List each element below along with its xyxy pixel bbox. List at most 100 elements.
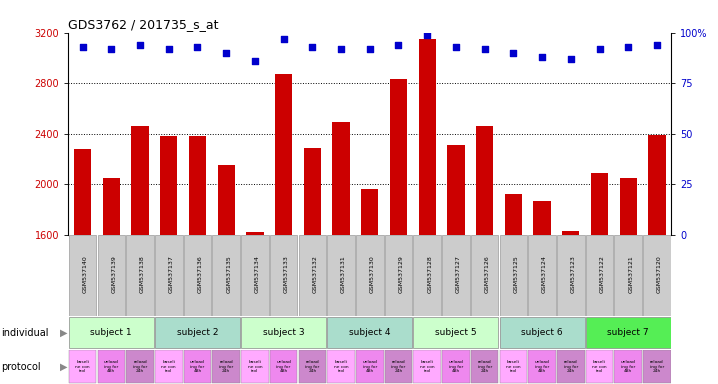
Bar — [126, 235, 154, 316]
Bar — [241, 235, 269, 316]
Bar — [500, 235, 527, 316]
Bar — [189, 136, 206, 235]
Bar — [69, 235, 96, 316]
Text: unload
ing for
48h: unload ing for 48h — [535, 360, 549, 373]
Text: individual: individual — [1, 328, 48, 338]
Bar — [69, 317, 154, 348]
Text: GSM537135: GSM537135 — [226, 255, 231, 293]
Text: reload
ing for
24h: reload ing for 24h — [133, 360, 147, 373]
Text: GSM537128: GSM537128 — [427, 255, 432, 293]
Bar — [241, 350, 269, 383]
Bar — [246, 232, 264, 235]
Bar — [184, 350, 211, 383]
Text: GSM537137: GSM537137 — [169, 255, 174, 293]
Bar — [74, 149, 91, 235]
Bar — [500, 350, 527, 383]
Text: GSM537125: GSM537125 — [513, 255, 518, 293]
Point — [106, 46, 117, 52]
Bar — [98, 235, 125, 316]
Bar — [385, 350, 412, 383]
Text: reload
ing for
24h: reload ing for 24h — [305, 360, 320, 373]
Point — [508, 50, 519, 56]
Bar — [299, 350, 326, 383]
Point — [249, 58, 261, 64]
Bar — [620, 178, 637, 235]
Text: subject 4: subject 4 — [349, 328, 391, 337]
Bar — [356, 350, 383, 383]
Bar — [356, 235, 383, 316]
Bar — [385, 235, 412, 316]
Bar — [213, 350, 240, 383]
Point — [307, 44, 318, 50]
Point — [192, 44, 203, 50]
Text: GSM537126: GSM537126 — [485, 255, 490, 293]
Text: subject 2: subject 2 — [177, 328, 218, 337]
Bar — [471, 235, 498, 316]
Point — [421, 31, 433, 38]
Bar — [218, 166, 235, 235]
Text: baseli
ne con
trol: baseli ne con trol — [75, 360, 90, 373]
Bar — [643, 235, 671, 316]
Text: subject 5: subject 5 — [435, 328, 477, 337]
Bar — [184, 235, 211, 316]
Text: reload
ing for
24h: reload ing for 24h — [650, 360, 664, 373]
Text: unload
ing for
48h: unload ing for 48h — [363, 360, 377, 373]
Bar — [528, 350, 556, 383]
Bar — [586, 350, 613, 383]
Text: GSM537140: GSM537140 — [83, 255, 88, 293]
Bar — [586, 317, 671, 348]
Bar — [557, 235, 584, 316]
Text: GSM537133: GSM537133 — [284, 255, 289, 293]
Bar — [126, 350, 154, 383]
Point — [364, 46, 376, 52]
Text: GSM537121: GSM537121 — [628, 255, 633, 293]
Point — [594, 46, 605, 52]
Text: subject 6: subject 6 — [521, 328, 563, 337]
Text: baseli
ne con
trol: baseli ne con trol — [334, 360, 348, 373]
Bar — [591, 173, 608, 235]
Bar — [270, 350, 297, 383]
Text: GSM537138: GSM537138 — [140, 255, 145, 293]
Point — [479, 46, 490, 52]
Bar — [419, 39, 436, 235]
Bar — [447, 145, 465, 235]
Text: unload
ing for
48h: unload ing for 48h — [104, 360, 118, 373]
Bar — [98, 350, 125, 383]
Bar — [586, 235, 613, 316]
Text: GSM537132: GSM537132 — [312, 255, 317, 293]
Text: GSM537136: GSM537136 — [197, 255, 202, 293]
Bar — [476, 126, 493, 235]
Bar — [648, 135, 666, 235]
Text: unload
ing for
48h: unload ing for 48h — [449, 360, 463, 373]
Point — [565, 56, 577, 62]
Bar — [304, 147, 321, 235]
Bar — [131, 126, 149, 235]
Text: GSM537120: GSM537120 — [657, 255, 662, 293]
Text: reload
ing for
24h: reload ing for 24h — [219, 360, 233, 373]
Bar — [103, 178, 120, 235]
Bar — [442, 235, 470, 316]
Bar — [471, 350, 498, 383]
Text: ▶: ▶ — [60, 362, 67, 372]
Point — [335, 46, 347, 52]
Bar — [270, 235, 297, 316]
Bar — [155, 350, 182, 383]
Bar — [275, 74, 292, 235]
Point — [651, 42, 663, 48]
Bar — [500, 317, 584, 348]
Point — [393, 42, 404, 48]
Bar — [241, 317, 326, 348]
Text: baseli
ne con
trol: baseli ne con trol — [592, 360, 607, 373]
Bar — [643, 350, 671, 383]
Bar — [361, 189, 378, 235]
Text: baseli
ne con
trol: baseli ne con trol — [506, 360, 521, 373]
Bar — [414, 235, 441, 316]
Text: reload
ing for
24h: reload ing for 24h — [477, 360, 492, 373]
Point — [450, 44, 462, 50]
Text: GSM537139: GSM537139 — [111, 255, 116, 293]
Text: baseli
ne con
trol: baseli ne con trol — [420, 360, 434, 373]
Text: baseli
ne con
trol: baseli ne con trol — [248, 360, 262, 373]
Text: reload
ing for
24h: reload ing for 24h — [564, 360, 578, 373]
Point — [134, 42, 146, 48]
Text: GDS3762 / 201735_s_at: GDS3762 / 201735_s_at — [68, 18, 219, 31]
